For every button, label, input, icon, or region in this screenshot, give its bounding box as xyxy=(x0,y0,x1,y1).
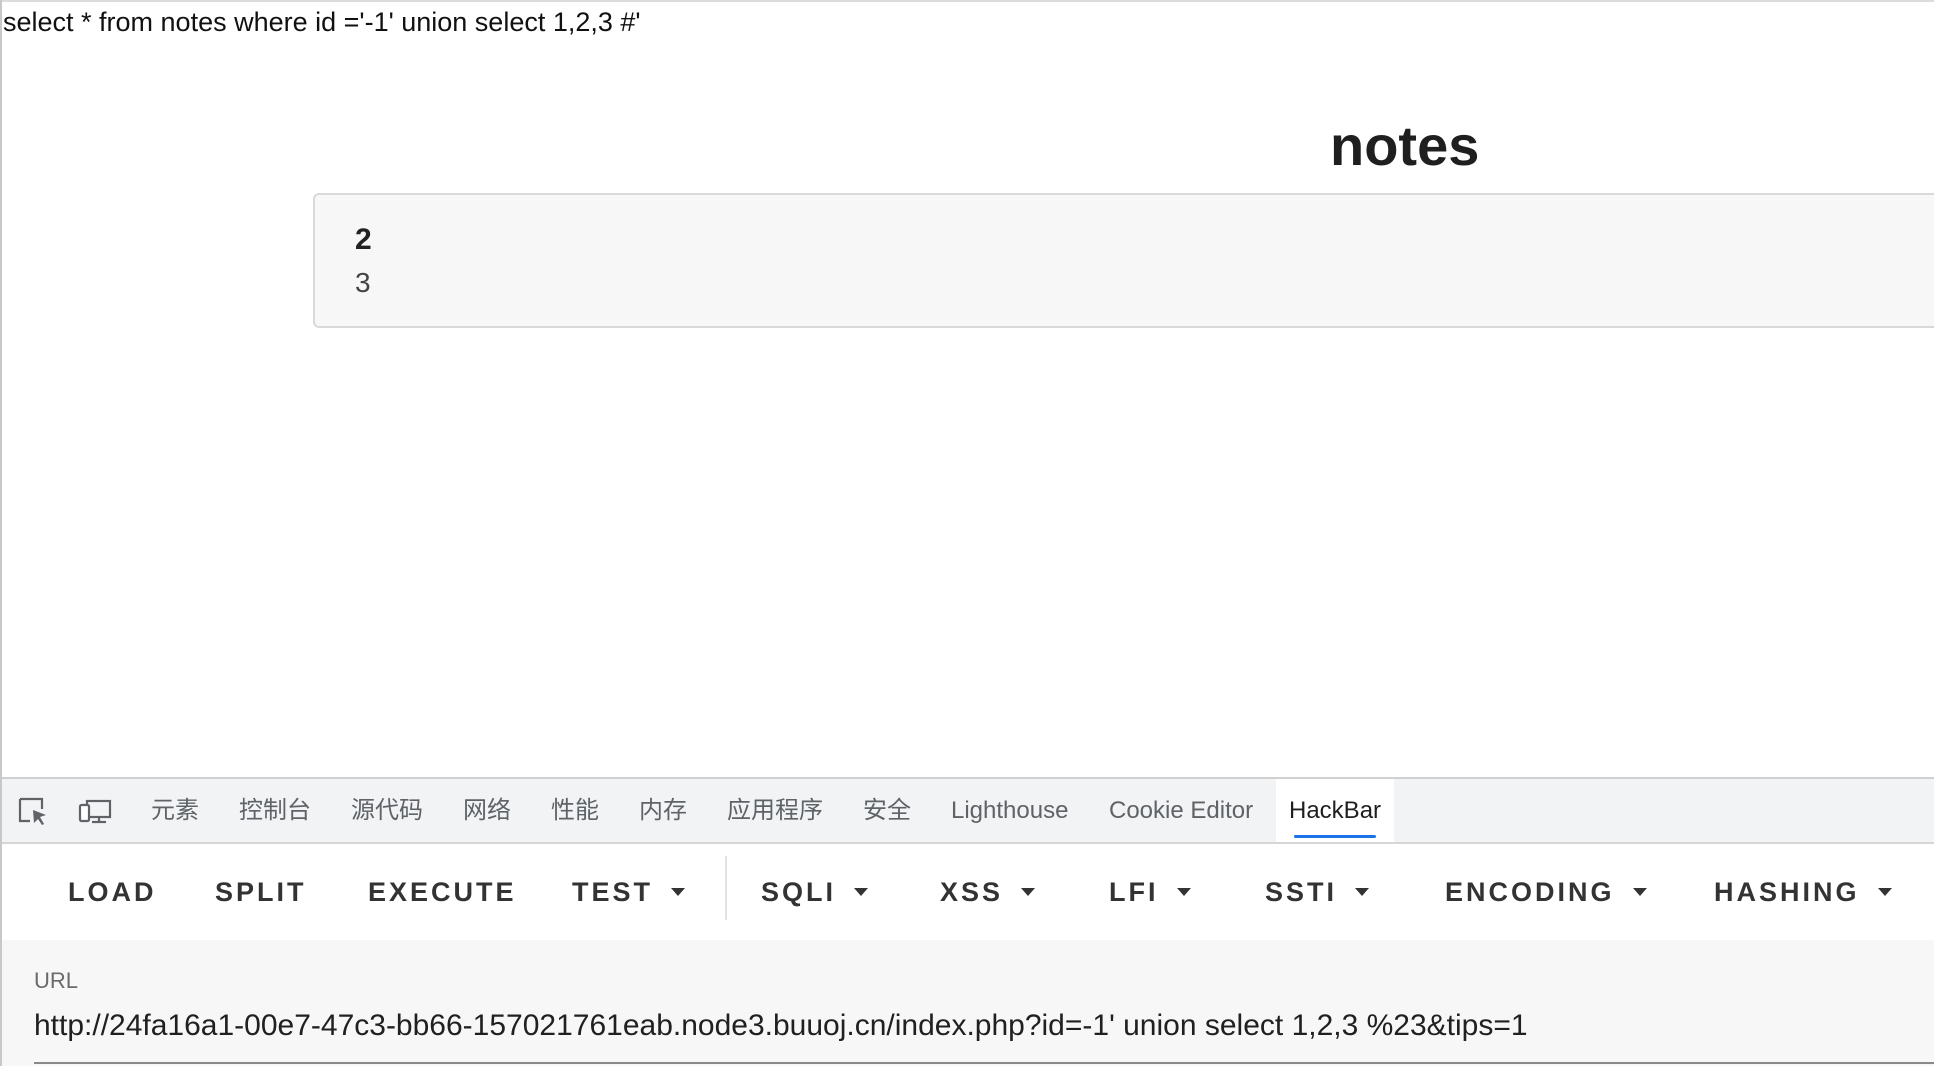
sqli-button-label: SQLI xyxy=(761,877,837,907)
hashing-dropdown-button[interactable]: HASHING xyxy=(1714,870,1892,914)
tab-cookie-editor[interactable]: Cookie Editor xyxy=(1109,797,1254,824)
tab-security[interactable]: 安全 xyxy=(863,797,911,824)
tab-application[interactable]: 应用程序 xyxy=(727,797,823,824)
caret-down-icon xyxy=(1021,887,1036,896)
test-dropdown-button[interactable]: TEST xyxy=(572,870,686,914)
caret-down-icon xyxy=(1632,887,1647,896)
hackbar-toolbar: LOAD SPLIT EXECUTE TEST SQLI XSS LFI SST… xyxy=(2,844,1934,940)
caret-down-icon xyxy=(1355,887,1370,896)
note-content: 3 xyxy=(355,267,371,298)
devtools-panel: 元素 控制台 源代码 网络 性能 内存 应用程序 安全 Lighthouse C… xyxy=(2,777,1934,1066)
tab-memory[interactable]: 内存 xyxy=(639,797,687,824)
note-card: 2 3 xyxy=(313,193,1934,328)
caret-down-icon xyxy=(854,887,869,896)
caret-down-icon xyxy=(1877,887,1892,896)
window-left-border xyxy=(0,0,2,1066)
note-title: 2 xyxy=(355,223,372,256)
lfi-button-label: LFI xyxy=(1109,877,1159,907)
url-input-underline xyxy=(34,1062,1934,1064)
split-button[interactable]: SPLIT xyxy=(215,870,307,914)
page-title: notes xyxy=(1330,114,1480,177)
ssti-button-label: SSTI xyxy=(1265,877,1338,907)
tab-sources[interactable]: 源代码 xyxy=(351,797,423,824)
split-button-label: SPLIT xyxy=(215,877,307,907)
test-button-label: TEST xyxy=(572,877,654,907)
encoding-dropdown-button[interactable]: ENCODING xyxy=(1445,870,1647,914)
load-button[interactable]: LOAD xyxy=(68,870,157,914)
execute-button[interactable]: EXECUTE xyxy=(368,870,517,914)
ssti-dropdown-button[interactable]: SSTI xyxy=(1265,870,1370,914)
caret-down-icon xyxy=(671,887,686,896)
encoding-button-label: ENCODING xyxy=(1445,877,1615,907)
execute-button-label: EXECUTE xyxy=(368,877,517,907)
url-input[interactable] xyxy=(34,1004,1934,1048)
tab-console[interactable]: 控制台 xyxy=(239,797,311,824)
device-toolbar-icon[interactable] xyxy=(78,795,112,829)
toolbar-separator xyxy=(725,856,727,920)
sql-query-text: select * from notes where id ='-1' union… xyxy=(3,7,641,37)
tab-performance[interactable]: 性能 xyxy=(551,797,599,824)
tab-elements[interactable]: 元素 xyxy=(151,797,199,824)
tab-network[interactable]: 网络 xyxy=(463,797,511,824)
lfi-dropdown-button[interactable]: LFI xyxy=(1109,870,1191,914)
url-label: URL xyxy=(34,968,79,993)
tab-lighthouse[interactable]: Lighthouse xyxy=(951,797,1069,824)
tab-hackbar[interactable]: HackBar xyxy=(1276,779,1395,842)
url-section: URL xyxy=(2,940,1934,1066)
xss-dropdown-button[interactable]: XSS xyxy=(940,870,1036,914)
load-button-label: LOAD xyxy=(68,877,157,907)
caret-down-icon xyxy=(1176,887,1191,896)
window-top-border xyxy=(0,0,1934,2)
inspect-element-icon[interactable] xyxy=(16,795,50,829)
devtools-tabbar: 元素 控制台 源代码 网络 性能 内存 应用程序 安全 Lighthouse C… xyxy=(2,777,1934,844)
sqli-dropdown-button[interactable]: SQLI xyxy=(761,870,869,914)
hashing-button-label: HASHING xyxy=(1714,877,1860,907)
xss-button-label: XSS xyxy=(940,877,1004,907)
